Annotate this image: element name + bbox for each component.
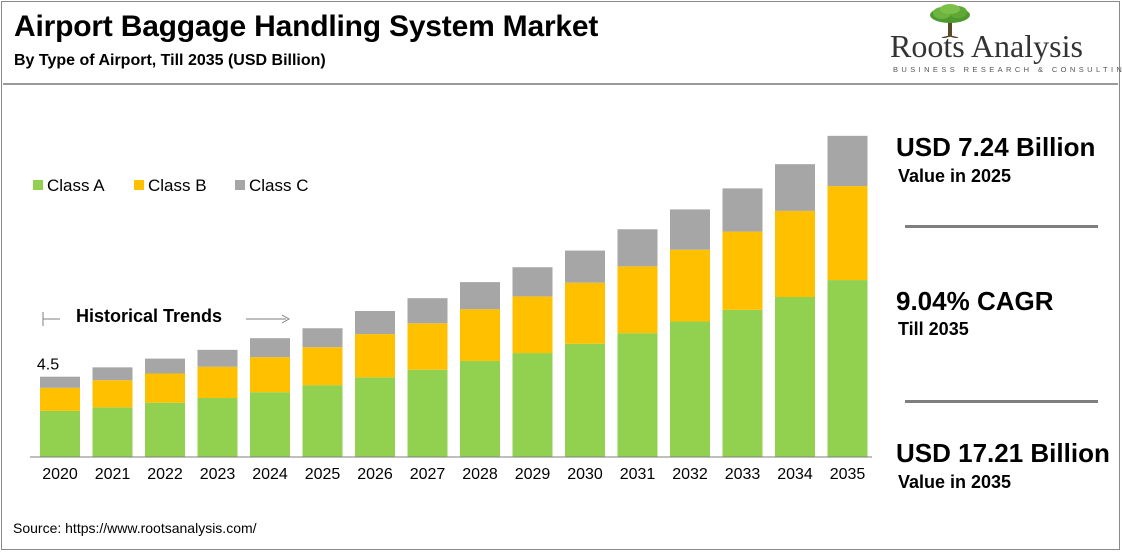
stacked-bar-chart: Class A Class B Class C 2020 2021 2022 2023 20…	[30, 135, 872, 483]
bar-2021-class-b	[92, 380, 133, 408]
bar-2030-class-c	[565, 250, 605, 283]
tree-icon	[930, 4, 970, 38]
kpi-value-cagr: 9.04% CAGR	[896, 286, 1054, 316]
x-tick-2026: 2026	[357, 466, 393, 483]
x-tick-2022: 2022	[147, 466, 183, 483]
bar-2023-class-b	[197, 366, 238, 399]
bar-2029-class-b	[512, 296, 553, 354]
legend-swatch-class-c	[235, 180, 245, 190]
historical-trends-arrow	[42, 312, 291, 326]
kpi-value-2035: USD 17.21 Billion	[896, 438, 1110, 468]
bar-2027-class-c	[407, 298, 448, 324]
x-tick-2031: 2031	[620, 466, 656, 483]
bar-2032-class-b	[670, 249, 710, 322]
x-tick-2029: 2029	[515, 466, 551, 483]
bar-2033-class-a	[722, 309, 763, 457]
bar-2025-class-b	[302, 347, 343, 386]
bar-2031-class-b	[617, 266, 658, 334]
legend-label-class-c: Class C	[249, 176, 309, 195]
x-tick-2023: 2023	[200, 466, 236, 483]
header-divider	[3, 83, 1118, 85]
legend-label-class-b: Class B	[148, 176, 207, 195]
page-subtitle: By Type of Airport, Till 2035 (USD Billi…	[14, 52, 326, 69]
legend-label-class-a: Class A	[47, 176, 105, 195]
bar-2028-class-c	[460, 282, 500, 310]
bar-2029-class-c	[512, 267, 553, 297]
x-axis-tick-labels: 2020 2021 2022 2023 2024 2025 2026 2027 2028 2029…	[42, 466, 865, 483]
page-title: Airport Baggage Handling System Market	[14, 10, 599, 43]
bar-2029-class-a	[512, 353, 553, 457]
bar-2032-class-a	[670, 321, 710, 457]
bar-2021-class-a	[92, 407, 133, 457]
x-tick-2033: 2033	[725, 466, 761, 483]
logo-tagline: BUSINESS RESEARCH & CONSULTING	[893, 65, 1123, 74]
bar-2033-class-b	[722, 231, 763, 310]
bar-2020-class-b	[40, 387, 80, 411]
bar-2021-class-c	[92, 367, 133, 381]
chart-legend: Class A Class B Class C	[33, 176, 309, 195]
x-tick-2024: 2024	[252, 466, 288, 483]
x-tick-2020: 2020	[42, 466, 78, 483]
chart-bars	[40, 135, 868, 457]
source-note: Source: https://www.rootsanalysis.com/	[13, 520, 257, 536]
bar-2023-class-c	[197, 349, 238, 367]
bar-2022-class-b	[145, 373, 185, 403]
bar-2025-class-a	[302, 385, 343, 457]
legend-swatch-class-b	[134, 180, 144, 190]
legend-swatch-class-a	[33, 180, 43, 190]
bar-2025-class-c	[302, 328, 343, 348]
kpi-value-2025: USD 7.24 Billion	[896, 132, 1096, 162]
kpi-label-2035: Value in 2035	[898, 472, 1012, 492]
bar-2028-class-b	[460, 309, 500, 361]
kpi-divider-2	[905, 400, 1098, 403]
bar-2031-class-c	[617, 229, 658, 267]
x-tick-2027: 2027	[410, 466, 446, 483]
bar-2020-class-c	[40, 376, 80, 388]
bar-2028-class-a	[460, 360, 500, 457]
bar-2035-class-a	[827, 280, 868, 457]
bar-2035-class-b	[827, 186, 868, 281]
x-tick-2035: 2035	[830, 466, 866, 483]
bar-2034-class-c	[775, 164, 815, 211]
bar-2026-class-a	[355, 377, 395, 457]
bar-2035-class-c	[827, 135, 868, 187]
bar-2032-class-c	[670, 209, 710, 250]
bar-2024-class-c	[250, 338, 290, 358]
x-tick-2025: 2025	[305, 466, 341, 483]
bar-2030-class-a	[565, 343, 605, 457]
kpi-divider-1	[905, 225, 1098, 228]
bar-2034-class-a	[775, 297, 815, 457]
bar-2022-class-c	[145, 358, 185, 374]
x-tick-2032: 2032	[672, 466, 708, 483]
x-tick-2021: 2021	[95, 466, 131, 483]
bar-2020-class-a	[40, 410, 80, 457]
bar-2033-class-c	[722, 188, 763, 232]
bar-2022-class-a	[145, 402, 185, 457]
bar-2027-class-b	[407, 323, 448, 370]
bar-2024-class-a	[250, 392, 290, 457]
kpi-label-2025: Value in 2025	[898, 166, 1012, 186]
bar-2027-class-a	[407, 369, 448, 457]
roots-analysis-logo: Roots Analysis BUSINESS RESEARCH & CONSU…	[890, 4, 1123, 76]
bar-2023-class-a	[197, 398, 238, 457]
bar-2030-class-b	[565, 282, 605, 344]
bar-2026-class-b	[355, 334, 395, 378]
bar-2031-class-a	[617, 333, 658, 457]
x-tick-2028: 2028	[462, 466, 498, 483]
kpi-label-cagr: Till 2035	[898, 319, 969, 339]
x-tick-2030: 2030	[567, 466, 603, 483]
data-label-2020-total: 4.5	[37, 357, 59, 374]
bar-2024-class-b	[250, 357, 290, 393]
bar-2026-class-c	[355, 311, 395, 335]
bar-2034-class-b	[775, 210, 815, 298]
historical-trends-label: Historical Trends	[76, 306, 223, 326]
x-tick-2034: 2034	[777, 466, 813, 483]
logo-name: Roots Analysis	[890, 28, 1083, 64]
